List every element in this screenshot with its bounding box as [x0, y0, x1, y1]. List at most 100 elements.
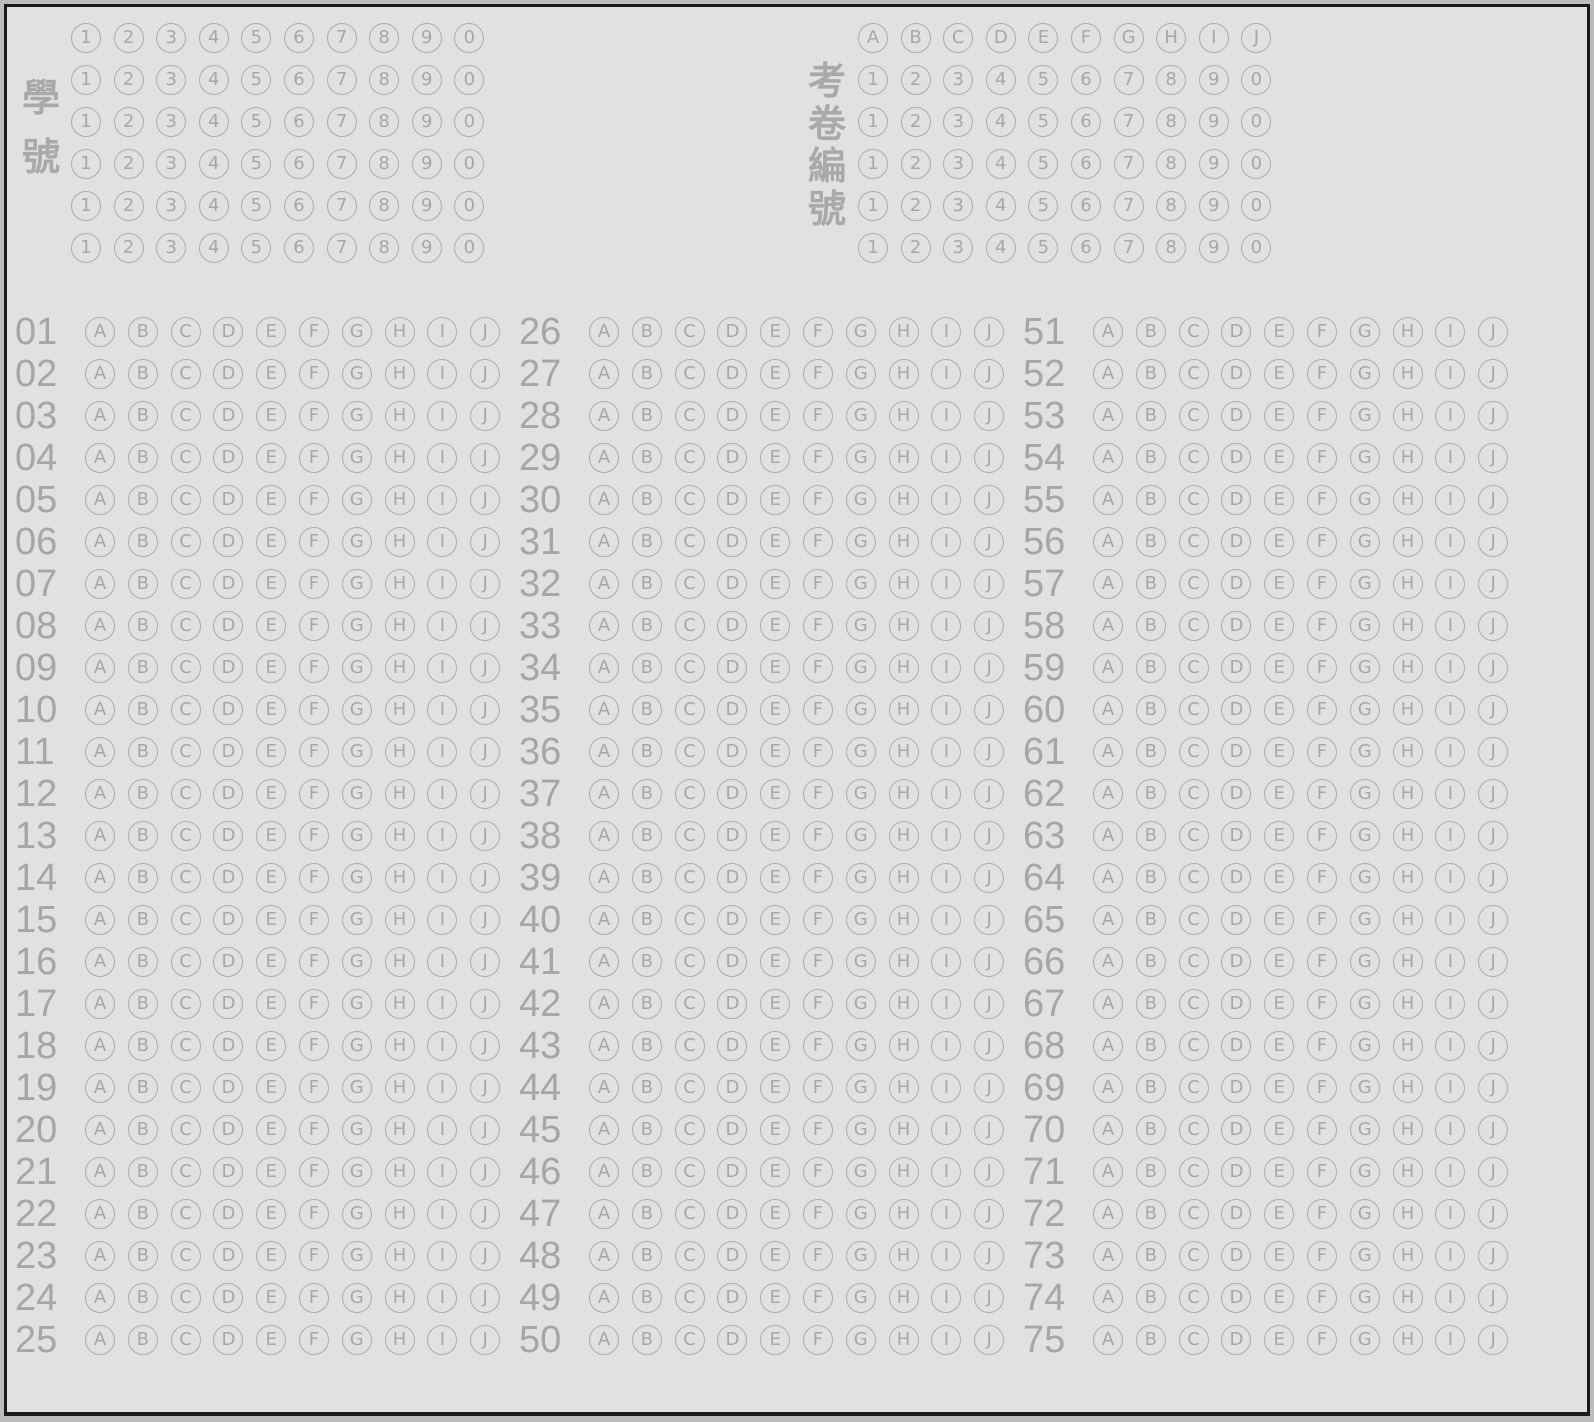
answer-bubble[interactable]: 0 — [454, 23, 485, 53]
answer-bubble[interactable]: E — [256, 737, 287, 767]
answer-bubble[interactable]: D — [1221, 1241, 1252, 1271]
answer-bubble[interactable]: C — [1178, 1031, 1209, 1061]
answer-bubble[interactable]: A — [589, 863, 619, 893]
answer-bubble[interactable]: E — [1264, 653, 1295, 683]
answer-bubble[interactable]: C — [1178, 821, 1209, 851]
answer-bubble[interactable]: A — [85, 737, 115, 767]
answer-bubble[interactable]: F — [802, 359, 833, 389]
answer-bubble[interactable]: F — [298, 1283, 329, 1313]
answer-bubble[interactable]: A — [589, 653, 619, 683]
answer-bubble[interactable]: F — [1306, 653, 1337, 683]
answer-bubble[interactable]: H — [1392, 359, 1423, 389]
answer-bubble[interactable]: E — [760, 1157, 791, 1187]
answer-bubble[interactable]: A — [85, 905, 115, 935]
answer-bubble[interactable]: G — [1349, 359, 1380, 389]
answer-bubble[interactable]: C — [170, 653, 201, 683]
answer-bubble[interactable]: I — [427, 779, 458, 809]
answer-bubble[interactable]: H — [888, 1325, 919, 1355]
answer-bubble[interactable]: E — [760, 821, 791, 851]
answer-bubble[interactable]: A — [1093, 1283, 1123, 1313]
answer-bubble[interactable]: A — [1093, 989, 1123, 1019]
answer-bubble[interactable]: H — [384, 1241, 415, 1271]
answer-bubble[interactable]: F — [1306, 1199, 1337, 1229]
answer-bubble[interactable]: C — [170, 863, 201, 893]
answer-bubble[interactable]: E — [1264, 1199, 1295, 1229]
answer-bubble[interactable]: I — [931, 1241, 962, 1271]
answer-bubble[interactable]: G — [1349, 1199, 1380, 1229]
answer-bubble[interactable]: C — [170, 401, 201, 431]
answer-bubble[interactable]: B — [127, 611, 158, 641]
answer-bubble[interactable]: D — [213, 1073, 244, 1103]
answer-bubble[interactable]: C — [170, 1157, 201, 1187]
answer-bubble[interactable]: I — [931, 989, 962, 1019]
answer-bubble[interactable]: E — [760, 947, 791, 977]
answer-bubble[interactable]: I — [1435, 527, 1466, 557]
answer-bubble[interactable]: 2 — [900, 233, 931, 263]
answer-bubble[interactable]: 5 — [241, 233, 272, 263]
answer-bubble[interactable]: H — [888, 989, 919, 1019]
answer-bubble[interactable]: G — [1349, 863, 1380, 893]
answer-bubble[interactable]: I — [1435, 695, 1466, 725]
answer-bubble[interactable]: B — [1135, 737, 1166, 767]
answer-bubble[interactable]: 6 — [283, 107, 314, 137]
answer-bubble[interactable]: F — [298, 359, 329, 389]
answer-bubble[interactable]: J — [1478, 569, 1509, 599]
answer-bubble[interactable]: G — [845, 401, 876, 431]
answer-bubble[interactable]: H — [1392, 947, 1423, 977]
answer-bubble[interactable]: 2 — [900, 191, 931, 221]
answer-bubble[interactable]: I — [1435, 989, 1466, 1019]
answer-bubble[interactable]: C — [1178, 947, 1209, 977]
answer-bubble[interactable]: G — [341, 443, 372, 473]
answer-bubble[interactable]: H — [888, 1157, 919, 1187]
answer-bubble[interactable]: 8 — [1156, 149, 1187, 179]
answer-bubble[interactable]: D — [1221, 359, 1252, 389]
answer-bubble[interactable]: F — [802, 1241, 833, 1271]
answer-bubble[interactable]: G — [341, 527, 372, 557]
answer-bubble[interactable]: E — [760, 737, 791, 767]
answer-bubble[interactable]: A — [85, 1115, 115, 1145]
answer-bubble[interactable]: B — [631, 989, 662, 1019]
answer-bubble[interactable]: C — [170, 569, 201, 599]
answer-bubble[interactable]: D — [213, 1241, 244, 1271]
answer-bubble[interactable]: B — [1135, 1325, 1166, 1355]
answer-bubble[interactable]: F — [1306, 905, 1337, 935]
answer-bubble[interactable]: H — [1392, 1115, 1423, 1145]
answer-bubble[interactable]: J — [1478, 821, 1509, 851]
answer-bubble[interactable]: C — [674, 821, 705, 851]
answer-bubble[interactable]: I — [931, 611, 962, 641]
answer-bubble[interactable]: G — [341, 401, 372, 431]
answer-bubble[interactable]: F — [1306, 1241, 1337, 1271]
answer-bubble[interactable]: A — [85, 485, 115, 515]
answer-bubble[interactable]: H — [888, 695, 919, 725]
answer-bubble[interactable]: 5 — [241, 65, 272, 95]
answer-bubble[interactable]: F — [298, 527, 329, 557]
answer-bubble[interactable]: 3 — [156, 107, 187, 137]
answer-bubble[interactable]: A — [1093, 1325, 1123, 1355]
answer-bubble[interactable]: A — [85, 653, 115, 683]
answer-bubble[interactable]: 1 — [71, 107, 101, 137]
answer-bubble[interactable]: J — [470, 905, 501, 935]
answer-bubble[interactable]: H — [384, 1199, 415, 1229]
answer-bubble[interactable]: B — [127, 779, 158, 809]
answer-bubble[interactable]: B — [1135, 317, 1166, 347]
answer-bubble[interactable]: I — [427, 1073, 458, 1103]
answer-bubble[interactable]: F — [1306, 989, 1337, 1019]
answer-bubble[interactable]: D — [717, 1031, 748, 1061]
answer-bubble[interactable]: H — [1392, 485, 1423, 515]
answer-bubble[interactable]: F — [802, 821, 833, 851]
answer-bubble[interactable]: 2 — [900, 107, 931, 137]
answer-bubble[interactable]: J — [974, 1031, 1005, 1061]
answer-bubble[interactable]: J — [1478, 443, 1509, 473]
answer-bubble[interactable]: D — [1221, 1031, 1252, 1061]
answer-bubble[interactable]: G — [1349, 1157, 1380, 1187]
answer-bubble[interactable]: D — [213, 737, 244, 767]
answer-bubble[interactable]: I — [931, 317, 962, 347]
answer-bubble[interactable]: B — [1135, 1115, 1166, 1145]
answer-bubble[interactable]: B — [127, 1157, 158, 1187]
answer-bubble[interactable]: 0 — [1241, 233, 1272, 263]
answer-bubble[interactable]: 5 — [1028, 107, 1059, 137]
answer-bubble[interactable]: 9 — [411, 65, 442, 95]
answer-bubble[interactable]: A — [1093, 485, 1123, 515]
answer-bubble[interactable]: E — [760, 611, 791, 641]
answer-bubble[interactable]: J — [974, 527, 1005, 557]
